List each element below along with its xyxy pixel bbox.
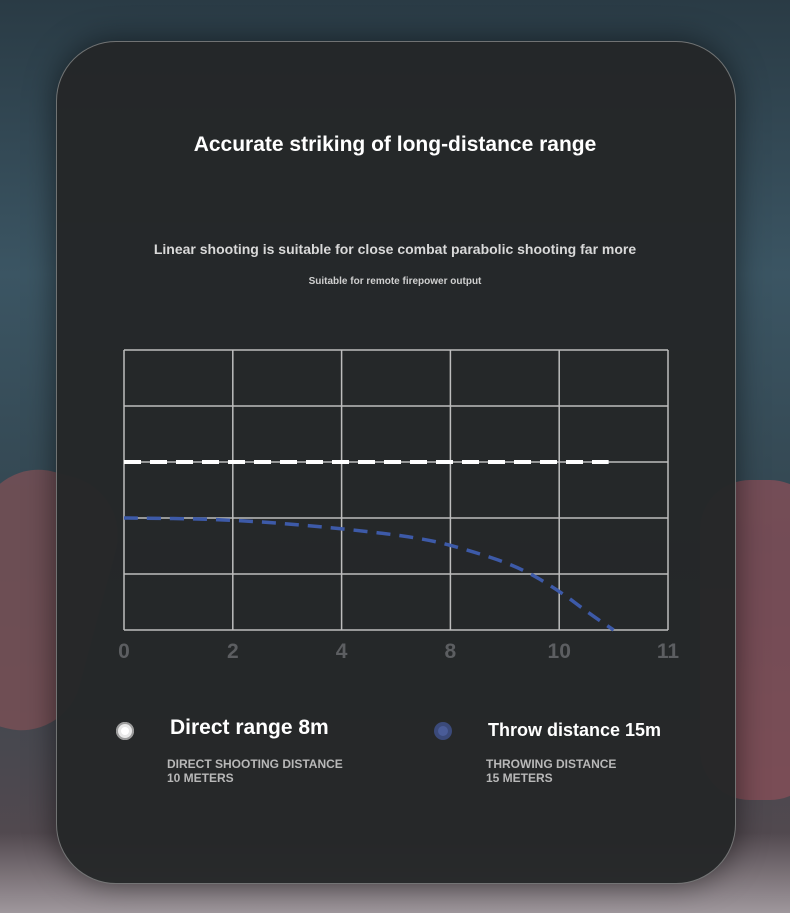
- throw-distance-legend-icon: [434, 722, 452, 740]
- subtitle: Linear shooting is suitable for close co…: [153, 241, 637, 257]
- legend-title-throw: Throw distance 15m: [488, 720, 662, 740]
- legend-sub-throw-line2: 15 METERS: [486, 771, 553, 785]
- subtitle-secondary: Suitable for remote firepower output: [308, 276, 482, 287]
- legend-sub-direct-line1: DIRECT SHOOTING DISTANCE: [167, 757, 343, 771]
- page-title: Accurate striking of long-distance range: [193, 133, 597, 156]
- legend-title-direct: Direct range 8m: [170, 716, 329, 739]
- legend-sub-direct-line2: 10 METERS: [167, 771, 234, 785]
- legend-sub-direct: DIRECT SHOOTING DISTANCE 10 METERS: [167, 757, 387, 785]
- direct-range-legend-icon: [116, 722, 134, 740]
- legend-sub-throw-line1: THROWING DISTANCE: [486, 757, 617, 771]
- legend-sub-throw: THROWING DISTANCE 15 METERS: [486, 757, 706, 785]
